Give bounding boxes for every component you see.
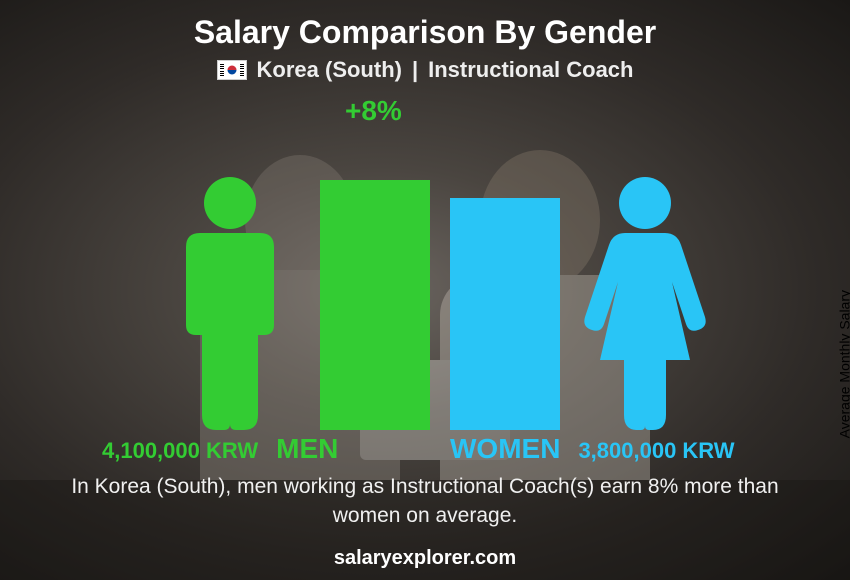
man-icon (170, 175, 290, 430)
site-label: salaryexplorer.com (0, 547, 850, 570)
woman-body (584, 233, 705, 430)
caption-text: In Korea (South), men working as Instruc… (60, 473, 790, 530)
men-label: MEN (276, 433, 338, 465)
women-salary: 3,800,000 KRW (578, 438, 734, 464)
men-label-row: 4,100,000 KRW MEN (102, 433, 338, 465)
subtitle-row: Korea (South) | Instructional Coach (0, 57, 850, 83)
chart-area: +8% 4,100,000 KRW MEN WOMEN 3,800,000 KR… (50, 95, 800, 465)
women-bar (450, 198, 560, 430)
man-body (186, 233, 274, 430)
woman-head (619, 177, 671, 229)
men-bar (320, 180, 430, 430)
man-head (204, 177, 256, 229)
country-label: Korea (South) (257, 57, 402, 83)
yaxis-label: Average Monthly Salary (836, 290, 850, 438)
women-label-row: WOMEN 3,800,000 KRW (450, 433, 735, 465)
women-label: WOMEN (450, 433, 560, 465)
men-salary: 4,100,000 KRW (102, 438, 258, 464)
woman-icon (580, 175, 710, 430)
job-title-label: Instructional Coach (428, 57, 633, 83)
main-title: Salary Comparison By Gender (0, 14, 850, 51)
pct-diff-label: +8% (345, 95, 402, 127)
korea-flag-icon (217, 60, 247, 80)
separator: | (412, 57, 418, 83)
